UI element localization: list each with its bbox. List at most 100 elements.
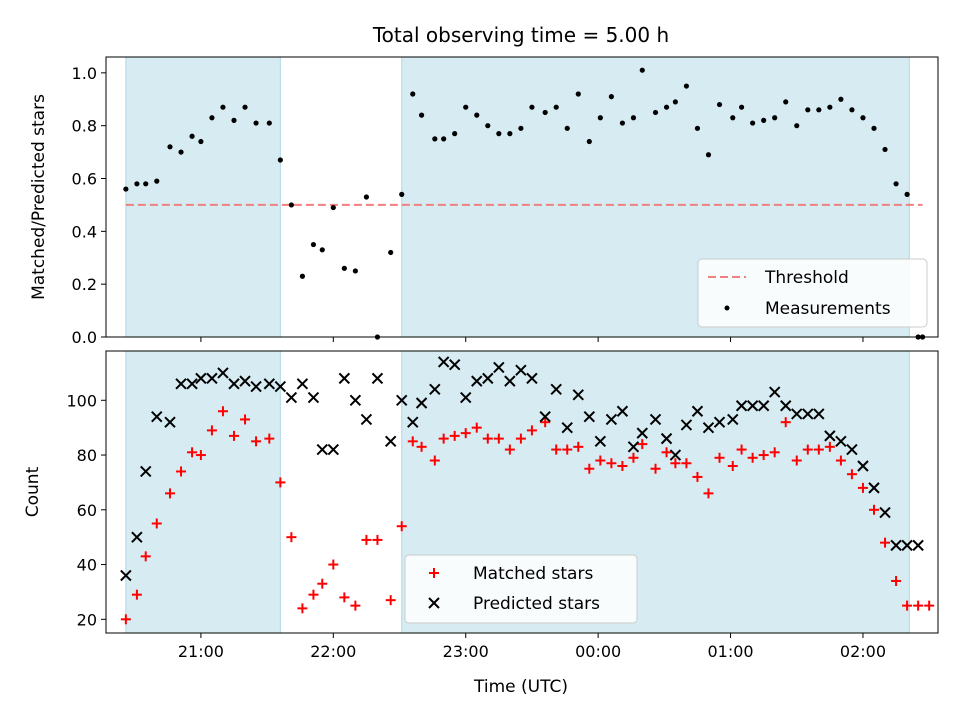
matched-stars-point: [275, 477, 286, 488]
measurement-point: [319, 247, 325, 253]
measurement-point: [399, 191, 405, 197]
matched-stars-point: [407, 436, 418, 447]
matched-stars-point: [120, 614, 131, 625]
predicted-stars-point: [879, 506, 891, 519]
matched-stars-point: [661, 447, 672, 458]
predicted-stars-point: [780, 400, 792, 412]
measurement-point: [893, 181, 899, 187]
measurement-point: [277, 157, 283, 163]
matched-stars-point: [880, 537, 891, 548]
matched-stars-point: [902, 600, 913, 611]
measurement-point: [220, 104, 226, 110]
measurement-point: [871, 125, 877, 131]
measurement-point: [630, 115, 637, 121]
measurement-point: [388, 249, 394, 256]
matched-stars-point: [670, 458, 681, 469]
y-tick-label: 1.0: [72, 64, 97, 83]
count-legend-box: [404, 554, 638, 624]
matched-stars-point: [229, 430, 239, 441]
matched-stars-point: [791, 455, 802, 466]
predicted-stars-point: [448, 358, 461, 371]
measurement-point: [716, 101, 723, 108]
predicted-stars-point: [407, 416, 419, 428]
predicted-stars-point: [680, 419, 693, 431]
matched-stars-point: [131, 589, 142, 600]
predicted-stars-point: [140, 465, 152, 478]
measurement-point: [860, 115, 866, 121]
matched-stars-point: [769, 447, 780, 458]
measurement-point: [143, 181, 149, 187]
count-legend: Matched stars Predicted stars: [404, 554, 638, 624]
matched-stars-point: [891, 575, 902, 586]
matched-stars-point: [297, 603, 308, 614]
matched-stars-point: [308, 589, 319, 600]
predicted-stars-point: [824, 430, 836, 442]
matched-stars-point: [540, 417, 551, 428]
measurement-point: [816, 107, 822, 113]
matched-stars-point: [869, 504, 879, 515]
predicted-stars-point: [636, 427, 648, 439]
matched-stars-point: [482, 433, 493, 444]
matched-stars-point: [813, 444, 824, 455]
matched-stars-point: [736, 444, 747, 455]
predicted-stars-point: [616, 405, 629, 417]
matched-stars-point: [562, 444, 573, 455]
matched-stars-point: [924, 600, 935, 611]
predicted-stars-point: [768, 386, 781, 398]
predicted-stars-point: [550, 383, 562, 396]
matched-stars-point: [438, 433, 449, 444]
matched-stars-point: [429, 455, 440, 466]
count-y-axis-title: Count: [23, 466, 43, 517]
predicted-stars-point: [164, 416, 176, 428]
ratio-x-ticks: [200, 337, 864, 342]
predicted-stars-point: [217, 367, 229, 379]
count-series: [120, 356, 935, 625]
matched-stars-point: [692, 471, 703, 482]
predicted-stars-point: [605, 413, 618, 426]
measurement-point: [683, 83, 690, 89]
matched-stars-point: [714, 452, 725, 463]
matched-stars-point: [913, 600, 924, 611]
ratio-y-ticks: 0.0 0.2 0.4 0.6 0.8 1.0: [72, 64, 106, 347]
predicted-stars-point: [857, 460, 869, 472]
predicted-stars-point: [482, 372, 494, 385]
measurement-point: [310, 241, 317, 248]
y-tick-label: 0.2: [72, 275, 97, 294]
matched-stars-point: [264, 433, 275, 444]
predicted-stars-point: [206, 372, 218, 385]
y-tick-label: 0.8: [72, 117, 97, 136]
predicted-stars-point: [415, 397, 428, 409]
matched-stars-point: [526, 425, 537, 436]
matched-stars-point: [681, 458, 692, 469]
measurement-point: [418, 112, 425, 118]
measurement-point: [738, 104, 745, 110]
matched-legend-label: Matched stars: [473, 564, 593, 584]
matched-stars-point: [504, 444, 515, 455]
predicted-stars-point: [493, 361, 505, 374]
matched-stars-point: [317, 578, 328, 589]
observing-interval-0: [125, 56, 281, 338]
matched-stars-point: [758, 450, 769, 461]
predicted-stars-point: [515, 364, 527, 376]
measurement-point: [772, 115, 778, 121]
measurement-point: [341, 265, 347, 271]
matched-stars-point: [460, 428, 471, 439]
predicted-stars-point: [691, 405, 704, 417]
matched-legend-swatch: [429, 568, 439, 578]
predicted-stars-point: [274, 380, 287, 393]
measurement-point: [794, 123, 800, 129]
predicted-stars-point: [296, 378, 309, 390]
measurement-point: [904, 191, 910, 197]
predicted-stars-point: [802, 408, 814, 420]
measurement-point: [575, 91, 581, 97]
predicted-stars-point: [791, 408, 803, 420]
measurement-point: [441, 136, 447, 142]
matched-stars-point: [176, 466, 187, 477]
measurement-point: [189, 133, 195, 139]
matched-stars-point: [396, 521, 407, 532]
y-tick-label: 0.0: [72, 328, 97, 347]
predicted-stars-point: [813, 408, 825, 420]
predicted-stars-point: [727, 413, 739, 426]
matched-stars-point: [617, 460, 628, 471]
